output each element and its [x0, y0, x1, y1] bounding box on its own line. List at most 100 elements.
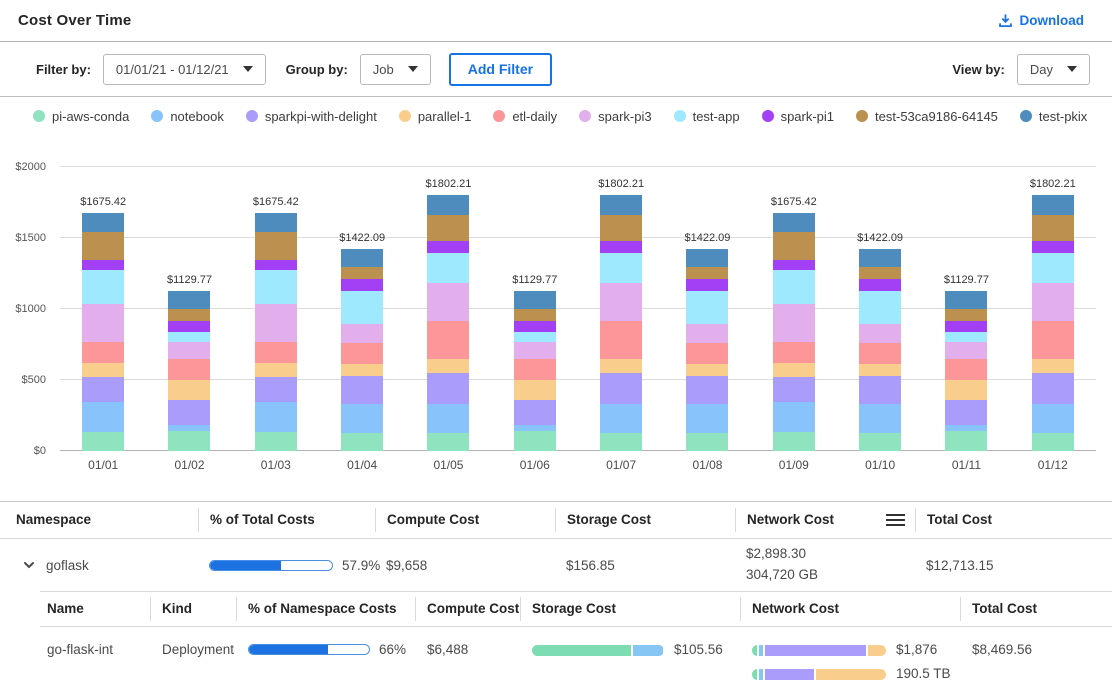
bar-segment-test-53ca9186-64145[interactable] [1032, 215, 1074, 242]
bar-segment-sparkpi-with-delight[interactable] [686, 376, 728, 404]
legend-item-parallel-1[interactable]: parallel-1 [399, 109, 471, 124]
bar-01/11[interactable]: $1129.77 [945, 274, 987, 451]
bar-segment-sparkpi-with-delight[interactable] [945, 400, 987, 425]
bar-segment-spark-pi1[interactable] [427, 241, 469, 253]
bar-segment-test-pkix[interactable] [427, 195, 469, 214]
bar-segment-pi-aws-conda[interactable] [945, 431, 987, 451]
bar-segment-sparkpi-with-delight[interactable] [82, 377, 124, 402]
bar-segment-spark-pi1[interactable] [859, 279, 901, 291]
legend-item-sparkpi-with-delight[interactable]: sparkpi-with-delight [246, 109, 377, 124]
bar-01/08[interactable]: $1422.09 [686, 232, 728, 451]
bar-segment-test-53ca9186-64145[interactable] [514, 309, 556, 322]
bar-segment-pi-aws-conda[interactable] [255, 432, 297, 451]
bar-segment-spark-pi3[interactable] [945, 342, 987, 359]
view-by-select[interactable]: Day [1017, 54, 1090, 85]
bar-segment-test-pkix[interactable] [514, 291, 556, 309]
bar-segment-parallel-1[interactable] [255, 363, 297, 378]
bar-segment-notebook[interactable] [686, 404, 728, 433]
legend-item-etl-daily[interactable]: etl-daily [493, 109, 557, 124]
legend-item-test-53ca9186-64145[interactable]: test-53ca9186-64145 [856, 109, 998, 124]
bar-segment-test-app[interactable] [514, 332, 556, 342]
bar-segment-parallel-1[interactable] [1032, 359, 1074, 372]
bar-segment-test-app[interactable] [1032, 253, 1074, 283]
bar-segment-pi-aws-conda[interactable] [859, 433, 901, 451]
bar-segment-etl-daily[interactable] [773, 342, 815, 363]
bar-segment-test-53ca9186-64145[interactable] [686, 267, 728, 279]
legend-item-pi-aws-conda[interactable]: pi-aws-conda [33, 109, 129, 124]
bar-segment-parallel-1[interactable] [341, 364, 383, 376]
date-range-select[interactable]: 01/01/21 - 01/12/21 [103, 54, 266, 85]
legend-item-spark-pi3[interactable]: spark-pi3 [579, 109, 651, 124]
bar-segment-sparkpi-with-delight[interactable] [773, 377, 815, 402]
bar-01/05[interactable]: $1802.21 [427, 178, 469, 451]
bar-segment-pi-aws-conda[interactable] [341, 433, 383, 451]
bar-segment-sparkpi-with-delight[interactable] [600, 373, 642, 405]
bar-segment-spark-pi3[interactable] [686, 324, 728, 343]
bar-segment-test-pkix[interactable] [168, 291, 210, 309]
bar-segment-etl-daily[interactable] [600, 321, 642, 359]
bar-segment-test-app[interactable] [773, 270, 815, 304]
bar-segment-test-pkix[interactable] [1032, 195, 1074, 214]
bar-segment-pi-aws-conda[interactable] [600, 433, 642, 451]
bar-segment-test-pkix[interactable] [859, 249, 901, 267]
bar-segment-test-app[interactable] [341, 291, 383, 324]
bar-segment-test-53ca9186-64145[interactable] [82, 232, 124, 260]
bar-01/09[interactable]: $1675.42 [773, 196, 815, 451]
bar-segment-test-pkix[interactable] [773, 213, 815, 231]
bar-segment-pi-aws-conda[interactable] [773, 432, 815, 451]
bar-segment-spark-pi3[interactable] [773, 304, 815, 342]
bar-01/04[interactable]: $1422.09 [341, 232, 383, 451]
download-button[interactable]: Download [992, 12, 1091, 29]
bar-segment-test-pkix[interactable] [82, 213, 124, 231]
bar-segment-sparkpi-with-delight[interactable] [341, 376, 383, 404]
bar-01/02[interactable]: $1129.77 [168, 274, 210, 451]
bar-segment-spark-pi1[interactable] [341, 279, 383, 291]
bar-segment-sparkpi-with-delight[interactable] [1032, 373, 1074, 405]
bar-segment-test-53ca9186-64145[interactable] [600, 215, 642, 242]
column-menu-icon[interactable] [886, 514, 905, 526]
bar-segment-sparkpi-with-delight[interactable] [514, 400, 556, 425]
bar-segment-spark-pi1[interactable] [514, 321, 556, 332]
bar-segment-notebook[interactable] [859, 404, 901, 433]
bar-segment-spark-pi1[interactable] [82, 260, 124, 270]
bar-segment-spark-pi1[interactable] [773, 260, 815, 270]
bar-segment-parallel-1[interactable] [82, 363, 124, 378]
bar-segment-spark-pi3[interactable] [514, 342, 556, 359]
bar-segment-spark-pi1[interactable] [945, 321, 987, 332]
bar-segment-spark-pi3[interactable] [600, 283, 642, 321]
bar-segment-spark-pi3[interactable] [168, 342, 210, 359]
bar-01/07[interactable]: $1802.21 [600, 178, 642, 451]
bar-segment-etl-daily[interactable] [82, 342, 124, 363]
legend-item-test-pkix[interactable]: test-pkix [1020, 109, 1087, 124]
bar-01/12[interactable]: $1802.21 [1032, 178, 1074, 451]
bar-segment-test-app[interactable] [255, 270, 297, 304]
table-row[interactable]: goflask 57.9% $9,658 $156.85 $2,898.30 3… [0, 539, 1112, 591]
bar-segment-etl-daily[interactable] [168, 359, 210, 380]
bar-segment-spark-pi3[interactable] [427, 283, 469, 321]
bar-segment-parallel-1[interactable] [168, 380, 210, 400]
bar-segment-parallel-1[interactable] [686, 364, 728, 376]
bar-segment-spark-pi3[interactable] [341, 324, 383, 343]
bar-segment-pi-aws-conda[interactable] [1032, 433, 1074, 451]
bar-01/10[interactable]: $1422.09 [859, 232, 901, 451]
add-filter-button[interactable]: Add Filter [449, 53, 552, 86]
bar-segment-etl-daily[interactable] [427, 321, 469, 359]
bar-01/03[interactable]: $1675.42 [255, 196, 297, 451]
bar-segment-test-app[interactable] [600, 253, 642, 283]
bar-segment-parallel-1[interactable] [514, 380, 556, 400]
bar-segment-test-53ca9186-64145[interactable] [341, 267, 383, 279]
bar-segment-test-53ca9186-64145[interactable] [945, 309, 987, 322]
legend-item-notebook[interactable]: notebook [151, 109, 224, 124]
bar-segment-test-app[interactable] [82, 270, 124, 304]
bar-segment-spark-pi1[interactable] [600, 241, 642, 253]
bar-segment-test-app[interactable] [945, 332, 987, 342]
bar-01/06[interactable]: $1129.77 [514, 274, 556, 451]
bar-segment-etl-daily[interactable] [255, 342, 297, 363]
bar-segment-etl-daily[interactable] [1032, 321, 1074, 359]
bar-segment-notebook[interactable] [341, 404, 383, 433]
bar-segment-etl-daily[interactable] [341, 343, 383, 364]
bar-segment-parallel-1[interactable] [427, 359, 469, 372]
chevron-down-icon[interactable] [22, 558, 36, 572]
bar-segment-spark-pi3[interactable] [82, 304, 124, 342]
bar-segment-pi-aws-conda[interactable] [427, 433, 469, 451]
